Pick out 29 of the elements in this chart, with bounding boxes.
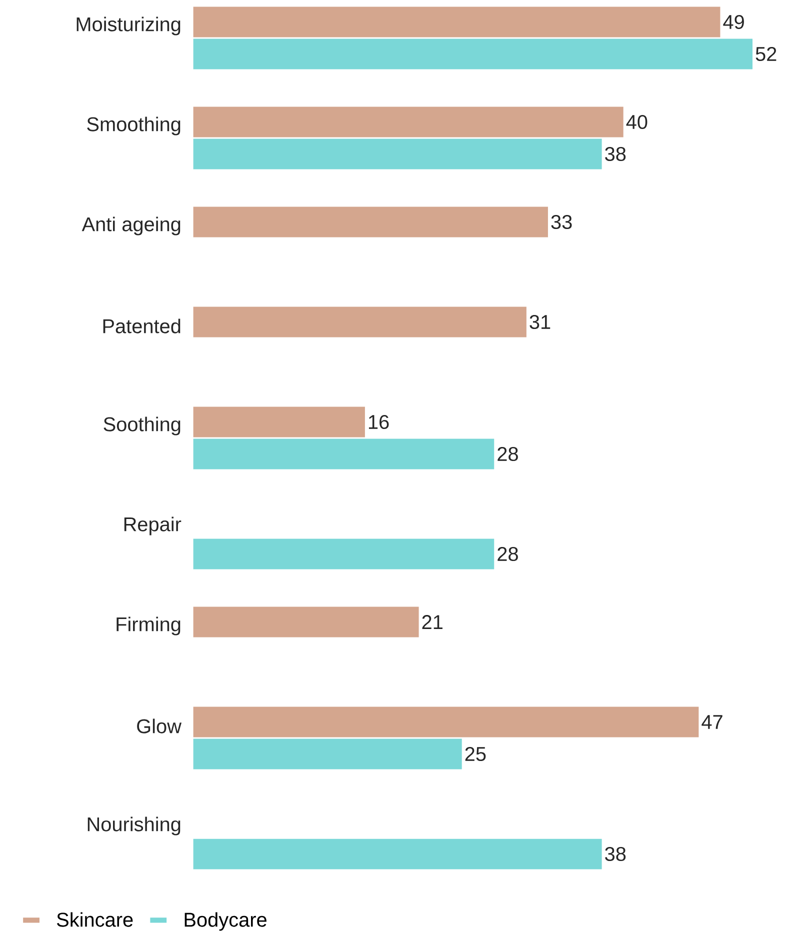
y-tick-label: Nourishing xyxy=(88,816,180,836)
data-label: 47 xyxy=(702,715,722,729)
y-tick-label: Repair xyxy=(124,516,182,536)
data-label: 28 xyxy=(498,546,518,562)
data-label: 49 xyxy=(723,14,744,30)
data-label: 52 xyxy=(756,46,776,62)
data-label: 31 xyxy=(530,314,550,330)
legend-label: Bodycare xyxy=(184,912,266,931)
bar xyxy=(192,838,602,870)
data-label: 16 xyxy=(368,414,389,430)
bar xyxy=(192,606,420,638)
y-tick-label: Anti ageing xyxy=(82,216,180,236)
data-label: 21 xyxy=(422,615,442,629)
y-tick-label: Smoothing xyxy=(87,116,180,136)
bar xyxy=(192,306,528,338)
y-tick-label: Soothing xyxy=(104,416,180,436)
data-label: 28 xyxy=(498,446,518,462)
y-tick-label: Patented xyxy=(103,318,180,334)
data-label: 38 xyxy=(605,146,626,162)
data-label: 40 xyxy=(626,114,648,130)
y-tick-label: Glow xyxy=(137,718,182,734)
y-tick-label: Moisturizing xyxy=(76,16,180,36)
y-tick-label: Firming xyxy=(116,616,180,636)
data-label: 38 xyxy=(605,846,626,862)
data-label: 25 xyxy=(465,746,486,762)
legend-label: Skincare xyxy=(56,912,133,927)
data-label: 33 xyxy=(551,214,572,230)
bar xyxy=(192,538,495,570)
bar xyxy=(192,206,549,238)
